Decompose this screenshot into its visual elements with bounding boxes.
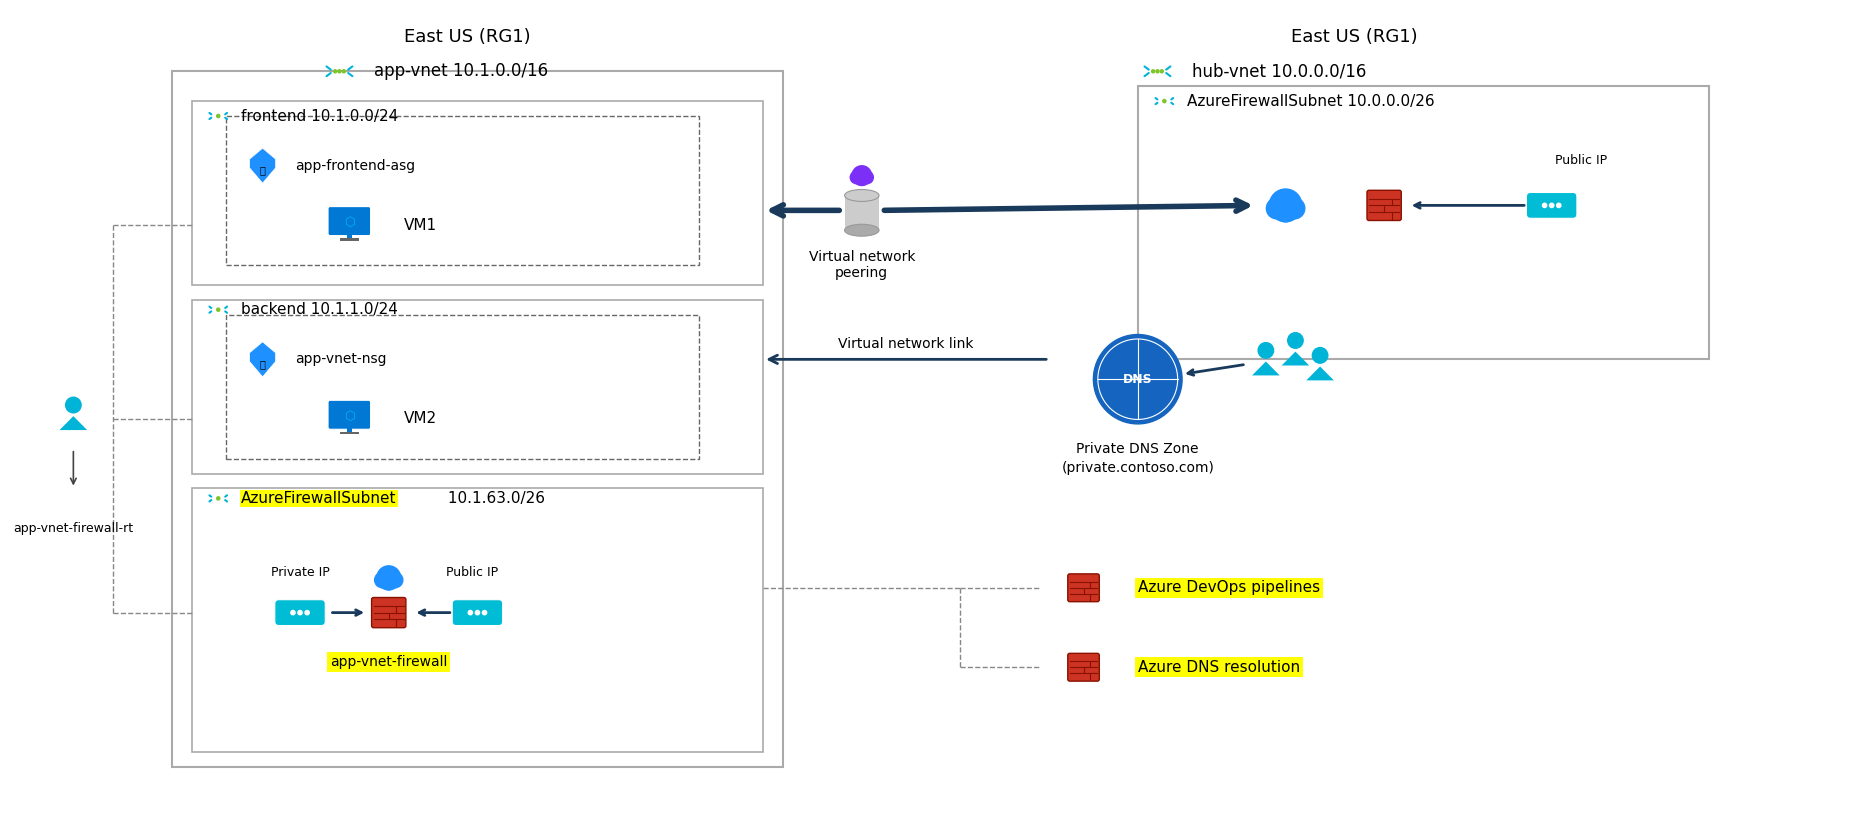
Text: VM1: VM1 <box>403 218 436 233</box>
Circle shape <box>217 308 219 311</box>
Circle shape <box>1159 70 1162 73</box>
Circle shape <box>1266 198 1287 219</box>
Circle shape <box>1283 198 1304 219</box>
Circle shape <box>483 610 487 615</box>
Circle shape <box>292 610 295 615</box>
Circle shape <box>1268 189 1302 222</box>
Bar <box>340 432 358 434</box>
Circle shape <box>217 497 219 500</box>
Text: app-vnet-firewall-rt: app-vnet-firewall-rt <box>13 522 134 535</box>
Ellipse shape <box>845 189 878 201</box>
Circle shape <box>468 610 472 615</box>
Bar <box>227 116 698 265</box>
Text: ⬡: ⬡ <box>344 410 355 423</box>
Text: Azure DevOps pipelines: Azure DevOps pipelines <box>1136 581 1318 595</box>
Bar <box>347 428 351 432</box>
Circle shape <box>334 70 336 73</box>
Circle shape <box>375 572 390 588</box>
Circle shape <box>1092 334 1181 424</box>
FancyBboxPatch shape <box>451 600 503 626</box>
Circle shape <box>1276 204 1294 222</box>
Circle shape <box>305 610 308 615</box>
Circle shape <box>856 174 867 185</box>
Circle shape <box>217 115 219 118</box>
Text: frontend 10.1.0.0/24: frontend 10.1.0.0/24 <box>241 108 397 124</box>
FancyBboxPatch shape <box>371 598 405 627</box>
Text: 10.1.63.0/26: 10.1.63.0/26 <box>442 491 544 506</box>
Text: app-vnet-nsg: app-vnet-nsg <box>295 352 386 366</box>
Text: 🔒: 🔒 <box>260 165 266 175</box>
Bar <box>347 233 351 239</box>
Text: Public IP: Public IP <box>446 567 498 579</box>
Text: app-vnet 10.1.0.0/16: app-vnet 10.1.0.0/16 <box>373 62 548 80</box>
Circle shape <box>297 610 303 615</box>
Polygon shape <box>1252 361 1279 375</box>
FancyBboxPatch shape <box>1068 574 1099 602</box>
Circle shape <box>1155 70 1159 73</box>
Text: AzureFirewallSubnet: AzureFirewallSubnet <box>241 491 396 506</box>
Text: hub-vnet 10.0.0.0/16: hub-vnet 10.0.0.0/16 <box>1192 62 1365 80</box>
Text: Azure DNS resolution: Azure DNS resolution <box>1136 660 1300 675</box>
FancyBboxPatch shape <box>1367 190 1400 220</box>
FancyBboxPatch shape <box>275 600 325 626</box>
Text: East US (RG1): East US (RG1) <box>1291 28 1417 46</box>
FancyBboxPatch shape <box>329 206 370 236</box>
Bar <box>227 314 698 459</box>
Text: Private DNS Zone
(private.contoso.com): Private DNS Zone (private.contoso.com) <box>1060 442 1213 475</box>
Circle shape <box>852 165 871 185</box>
Bar <box>340 238 358 241</box>
Text: Virtual network link: Virtual network link <box>838 337 973 351</box>
Polygon shape <box>1281 351 1309 365</box>
Circle shape <box>377 566 401 590</box>
Circle shape <box>1556 203 1560 207</box>
Circle shape <box>1287 333 1302 348</box>
Circle shape <box>1541 203 1545 207</box>
Polygon shape <box>1305 366 1333 380</box>
Circle shape <box>383 577 396 590</box>
Polygon shape <box>249 148 275 183</box>
Text: 🔒: 🔒 <box>260 360 266 369</box>
Bar <box>845 196 878 230</box>
Circle shape <box>338 70 342 73</box>
Circle shape <box>1257 342 1272 358</box>
Text: backend 10.1.1.0/24: backend 10.1.1.0/24 <box>241 302 397 317</box>
Polygon shape <box>59 416 87 430</box>
Circle shape <box>860 171 873 183</box>
Polygon shape <box>249 342 275 377</box>
Circle shape <box>475 610 479 615</box>
Circle shape <box>388 572 403 588</box>
Text: AzureFirewallSubnet 10.0.0.0/26: AzureFirewallSubnet 10.0.0.0/26 <box>1187 93 1434 109</box>
Text: Private IP: Private IP <box>271 567 329 579</box>
Circle shape <box>342 70 345 73</box>
Circle shape <box>851 171 862 183</box>
Text: app-vnet-firewall: app-vnet-firewall <box>331 655 448 669</box>
Circle shape <box>1162 100 1166 102</box>
Text: VM2: VM2 <box>403 411 436 427</box>
Ellipse shape <box>845 224 878 236</box>
FancyBboxPatch shape <box>329 400 370 429</box>
Circle shape <box>65 397 82 413</box>
Circle shape <box>1151 70 1153 73</box>
Text: ⬡: ⬡ <box>344 216 355 229</box>
FancyBboxPatch shape <box>1068 654 1099 681</box>
Circle shape <box>1311 347 1328 363</box>
Circle shape <box>1549 203 1552 207</box>
Text: East US (RG1): East US (RG1) <box>405 28 531 46</box>
FancyBboxPatch shape <box>1526 192 1577 219</box>
Text: app-frontend-asg: app-frontend-asg <box>295 159 414 173</box>
Text: DNS: DNS <box>1122 373 1151 386</box>
Text: Public IP: Public IP <box>1554 154 1606 167</box>
Text: Virtual network
peering: Virtual network peering <box>808 250 914 280</box>
